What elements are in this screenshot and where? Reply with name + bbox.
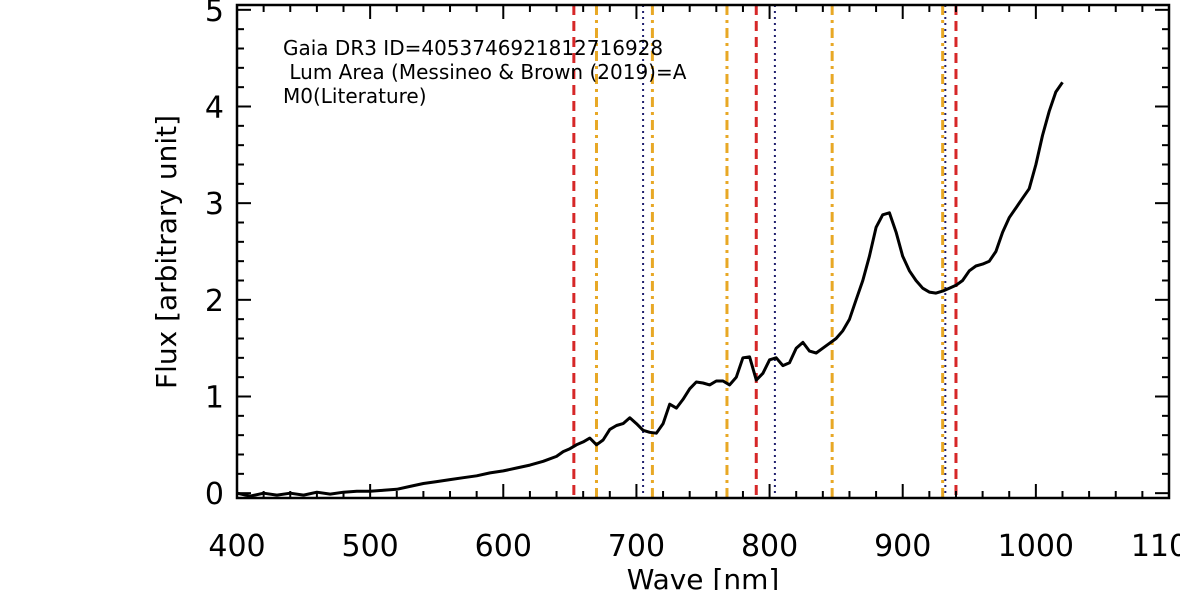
x-tick-label-0: 400	[208, 529, 265, 564]
annotation-gaia-id: Gaia DR3 ID=4053746921812716928	[283, 36, 663, 60]
vertical-lines-layer	[572, 5, 958, 498]
y-axis-title: Flux [arbitrary unit]	[150, 115, 183, 389]
y-tick-label-5: 5	[205, 0, 224, 29]
x-tick-label-2: 600	[475, 529, 532, 564]
y-tick-label-2: 2	[205, 284, 224, 319]
y-tick-label-1: 1	[205, 381, 224, 416]
annotation-spectral-type: M0(Literature)	[283, 84, 427, 108]
plot-frame	[235, 3, 1171, 500]
x-tick-label-3: 700	[608, 529, 665, 564]
y-tick-label-0: 0	[205, 477, 224, 512]
y-tick-label-3: 3	[205, 187, 224, 222]
x-tick-label-4: 800	[741, 529, 798, 564]
x-axis-title: Wave [nm]	[627, 563, 780, 590]
annotation-layer: Gaia DR3 ID=4053746921812716928 Lum Area…	[283, 36, 687, 108]
x-tick-label-5: 900	[874, 529, 931, 564]
annotation-lum-area: Lum Area (Messineo & Brown (2019)=A	[283, 60, 687, 84]
series-line-0	[236, 81, 1064, 498]
x-tick-label-6: 1000	[998, 529, 1074, 564]
y-tick-label-4: 4	[205, 91, 224, 126]
series-layer	[236, 81, 1064, 498]
x-tick-label-1: 500	[342, 529, 399, 564]
ticks-layer	[236, 5, 1170, 498]
